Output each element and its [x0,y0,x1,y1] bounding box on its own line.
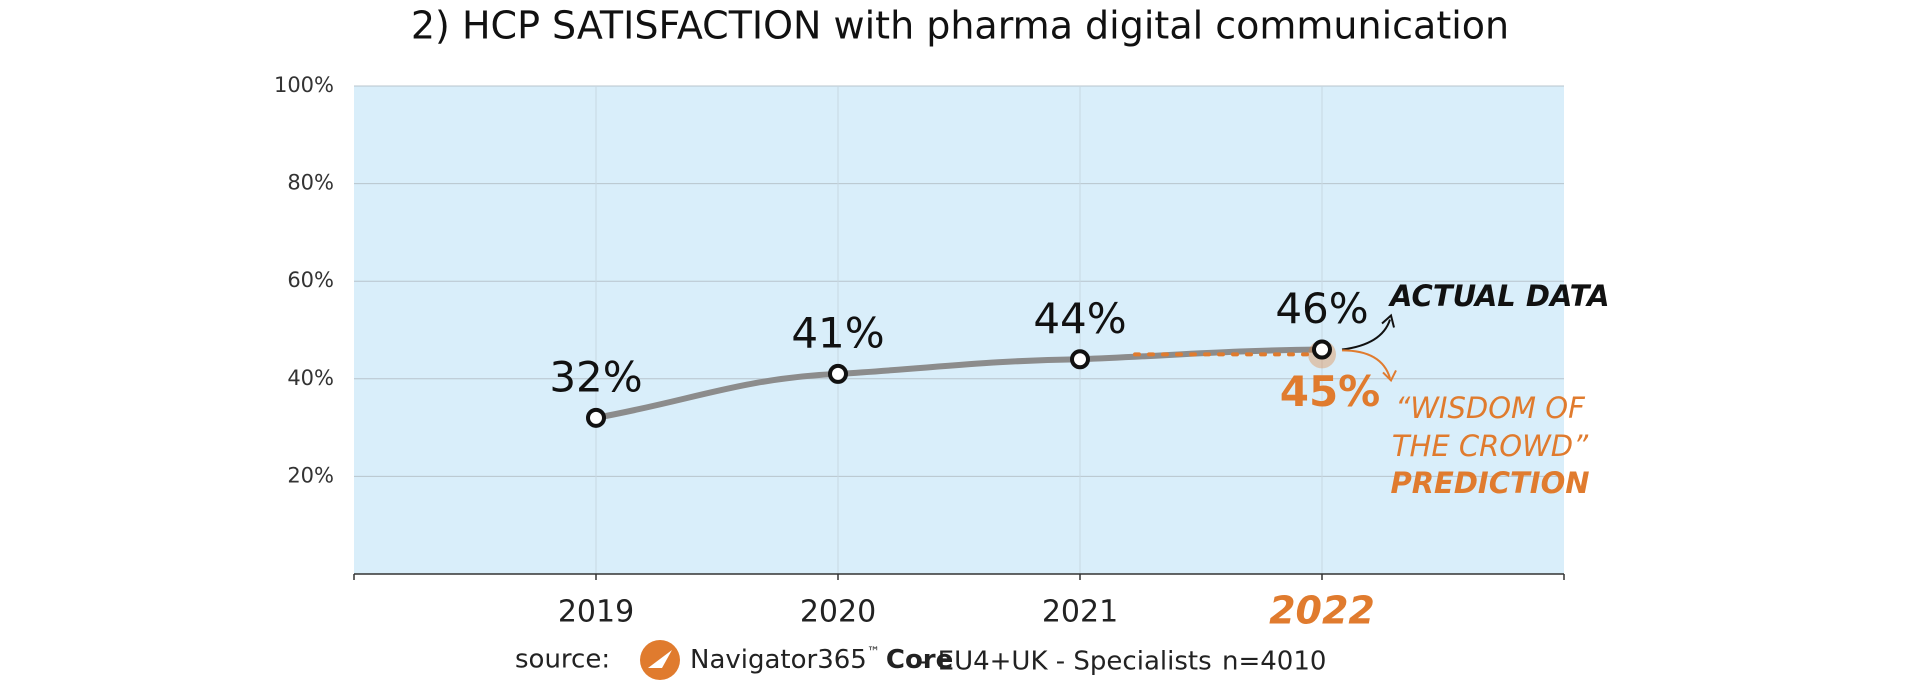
annotation-arrowhead [1382,369,1397,383]
data-point [1070,349,1090,370]
brand-trademark: ™ [867,645,880,660]
source-label: source: [515,645,610,675]
annotation-arrow [1341,349,1391,379]
y-tick-label: 60% [287,268,334,292]
y-tick-label: 40% [287,366,334,390]
data-label: 32% [549,352,642,401]
plot-background [354,86,1564,574]
x-tick-label: 2021 [1042,595,1118,630]
source-scope: - EU4+UK - Specialists [920,647,1212,677]
data-point [586,407,606,428]
logo-mark [648,650,672,668]
annotation-actual: ACTUAL DATA [1388,279,1610,313]
brand-suffix: Core [886,645,953,675]
x-tick-label: 2020 [800,595,876,630]
annotation-arrowhead [1381,313,1395,328]
chart-title: 2) HCP SATISFACTION with pharma digital … [411,4,1509,48]
x-tick-label: 2019 [558,595,634,630]
source-sample: n=4010 [1222,647,1326,677]
data-label: 46% [1275,284,1368,333]
data-point [828,363,848,384]
annotation-prediction: PREDICTION [1390,466,1589,500]
y-tick-label: 20% [287,463,334,487]
annotation-arrow [1341,319,1391,351]
annotation-crowd: “WISDOM OF [1395,391,1586,425]
brand-name: Navigator365 [690,645,867,675]
data-line [593,346,1325,421]
y-tick-label: 80% [287,171,334,195]
source-brand: Navigator365™ Core [690,645,953,675]
data-point [1312,339,1332,360]
data-label: 41% [791,308,884,357]
y-tick-label: 100% [274,73,334,97]
x-tick-label: 2022 [1269,589,1375,633]
data-label: 44% [1033,294,1126,343]
annotation-crowd: THE CROWD” [1392,429,1589,463]
prediction-label: 45% [1280,367,1381,416]
